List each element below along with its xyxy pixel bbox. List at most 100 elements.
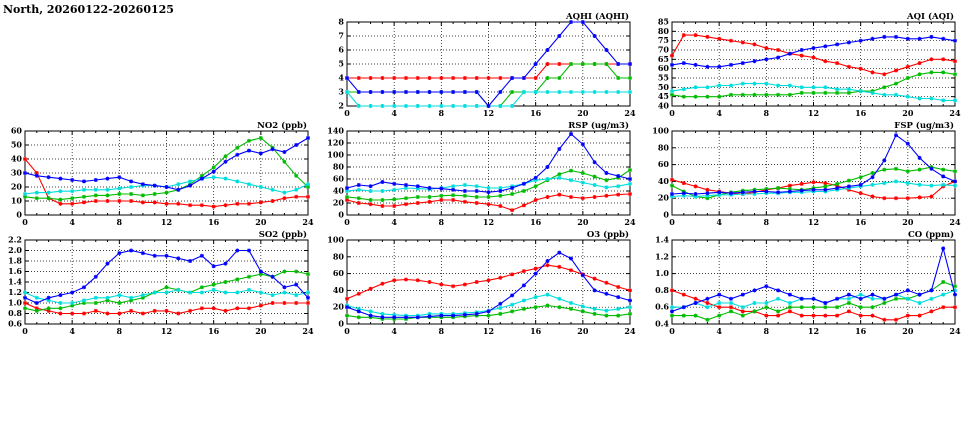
y-tick-label: 80: [333, 251, 345, 261]
y-tick-label: 45: [658, 91, 669, 101]
series-markers-cyan: [345, 90, 632, 108]
plot-border: [671, 239, 956, 325]
y-tick-label: 20: [333, 302, 345, 312]
y-tick-label: 2.0: [8, 245, 22, 255]
series-markers-cyan: [23, 287, 310, 305]
chart-title: CO (ppm): [908, 229, 954, 240]
y-tick-label: 50: [658, 82, 670, 92]
y-tick-label: 0: [16, 210, 22, 220]
x-tick-label: 24: [949, 326, 961, 336]
x-tick-label: 16: [530, 108, 542, 118]
x-tick-label: 12: [483, 217, 494, 227]
x-tick-label: 0: [22, 326, 28, 336]
y-tick-label: 0.6: [8, 319, 22, 329]
x-tick-label: 24: [949, 217, 961, 227]
x-tick-label: 0: [669, 326, 675, 336]
series-markers-blue: [670, 34, 957, 69]
x-tick-label: 4: [716, 108, 722, 118]
chart-so2: 0.60.81.01.21.41.61.82.02.2 0 4 8 12 16 20 24 SO…: [8, 229, 314, 336]
x-tick-label: 20: [577, 217, 589, 227]
series-markers-blue: [345, 20, 632, 108]
x-tick-label: 24: [302, 217, 314, 227]
x-tick-label: 12: [808, 326, 819, 336]
series-markers-blue: [345, 250, 632, 320]
y-tick-label: 40: [333, 285, 345, 295]
chart-o3: 0 20 40 60 80 100 0 4 8 12 16 20 24 O3 (ppb): [327, 229, 636, 336]
y-tick-label: 40: [11, 154, 23, 164]
y-tick-label: 65: [658, 54, 669, 64]
chart-rsp: 0 20 40 60 80 100 120 140 0 4 8 12 16 20 24 RSP (ug/m3): [327, 120, 636, 227]
y-tick-label: 30: [11, 168, 23, 178]
y-tick-label: 60: [333, 174, 345, 184]
chart-no2: 0 10 20 30 40 50 60 0 4 8 12 16 20 24 NO2 (ppb): [11, 120, 314, 227]
x-tick-label: 0: [669, 108, 675, 118]
y-tick-label: 2: [338, 101, 344, 111]
x-tick-label: 8: [117, 326, 123, 336]
y-tick-label: 80: [658, 26, 670, 36]
y-tick-label: 2.2: [8, 235, 22, 245]
series-markers-green: [23, 136, 310, 202]
x-tick-label: 0: [669, 217, 675, 227]
y-tick-label: 100: [327, 150, 344, 160]
y-tick-label: 55: [658, 73, 669, 83]
y-tick-label: 85: [658, 17, 669, 27]
x-tick-label: 12: [483, 326, 494, 336]
x-tick-label: 20: [255, 326, 267, 336]
x-tick-label: 24: [624, 217, 636, 227]
y-tick-label: 1.0: [8, 298, 22, 308]
y-tick-label: 1.2: [8, 287, 22, 297]
y-tick-label: 60: [333, 268, 345, 278]
x-tick-label: 16: [855, 217, 867, 227]
chart-aqhi: 2 3 4 5 6 7 8 0 4 8 12 16 20 24 AQHI (AQHI): [338, 11, 636, 118]
plot-border: [346, 130, 631, 216]
x-tick-label: 24: [624, 108, 636, 118]
chart-co: 0.4 0.6 0.8 1.0 1.2 1.4 0 4 8 12 16 20 24 CO (ppm): [655, 229, 961, 336]
y-tick-label: 6: [338, 45, 344, 55]
y-tick-label: 10: [11, 196, 23, 206]
y-tick-label: 60: [658, 63, 670, 73]
x-tick-label: 4: [716, 217, 722, 227]
y-tick-label: 20: [11, 182, 23, 192]
y-tick-label: 80: [658, 142, 670, 152]
x-tick-label: 4: [391, 326, 397, 336]
y-tick-label: 80: [333, 162, 345, 172]
x-tick-label: 8: [439, 108, 445, 118]
y-tick-label: 60: [658, 159, 670, 169]
page-title: North, 20260122-20260125: [3, 3, 174, 16]
x-tick-label: 24: [624, 326, 636, 336]
series-markers-blue: [23, 248, 310, 305]
y-tick-label: 50: [11, 140, 23, 150]
y-tick-label: 120: [327, 138, 344, 148]
y-tick-label: 100: [327, 235, 344, 245]
y-tick-label: 1.2: [655, 251, 669, 261]
x-tick-label: 8: [764, 108, 770, 118]
y-tick-label: 100: [652, 126, 669, 136]
plot-border: [346, 239, 631, 325]
y-tick-label: 5: [338, 59, 344, 69]
series-line-green: [24, 137, 309, 201]
y-tick-label: 40: [658, 176, 670, 186]
y-tick-label: 70: [658, 45, 670, 55]
x-tick-label: 0: [22, 217, 28, 227]
x-tick-label: 8: [439, 326, 445, 336]
series-markers-red: [23, 301, 310, 316]
series-markers-red: [670, 288, 957, 322]
x-tick-label: 16: [855, 108, 867, 118]
chart-title: RSP (ug/m3): [568, 120, 629, 131]
x-tick-label: 12: [161, 217, 172, 227]
chart-title: O3 (ppb): [587, 229, 629, 240]
chart-title: AQHI (AQHI): [565, 11, 629, 22]
y-tick-label: 0.6: [655, 302, 669, 312]
x-tick-label: 20: [902, 217, 914, 227]
x-tick-label: 4: [391, 217, 397, 227]
x-tick-label: 8: [764, 326, 770, 336]
y-tick-label: 1.4: [655, 235, 669, 245]
x-tick-label: 20: [577, 108, 589, 118]
chart-fsp: 0 20 40 60 80 100 0 4 8 12 16 20 24 FSP (ug/m3): [652, 120, 961, 227]
series-markers-blue: [23, 136, 310, 192]
series-markers-blue: [345, 132, 632, 195]
x-tick-label: 24: [302, 326, 314, 336]
y-tick-label: 1.8: [8, 256, 22, 266]
